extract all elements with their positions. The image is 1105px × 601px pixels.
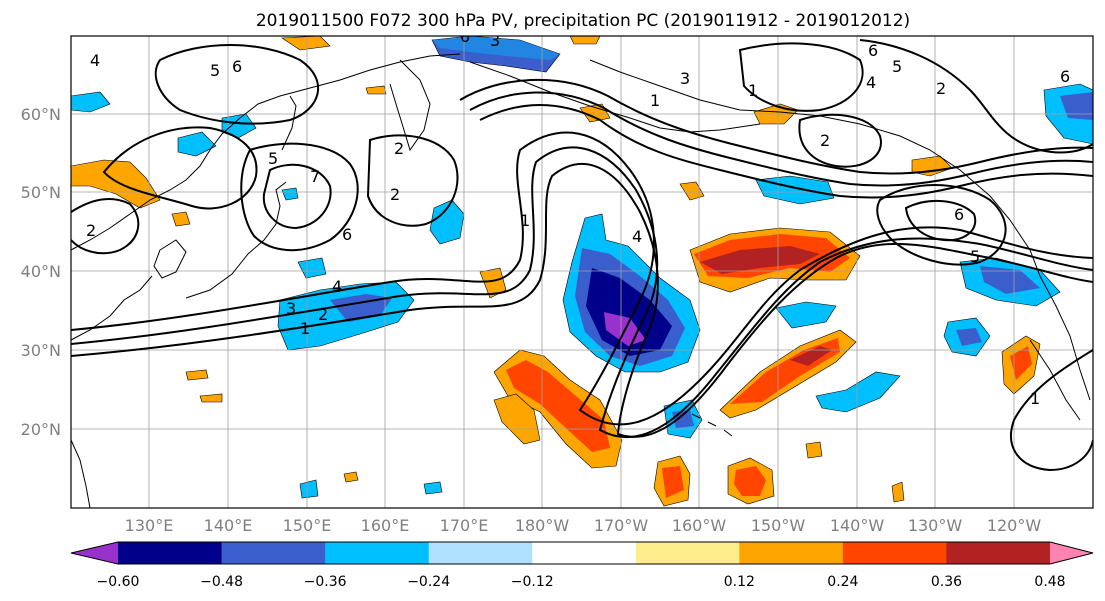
contour-label: 6: [460, 27, 470, 46]
contour-label: 4: [866, 73, 876, 92]
colorbar-cell: [221, 542, 326, 564]
contour-label: 2: [318, 305, 328, 324]
colorbar-tick-label: 0.24: [827, 574, 858, 590]
lon-label: 130°W: [908, 516, 963, 535]
contour-label: 6: [232, 57, 242, 76]
colorbar-tick-label: −0.48: [200, 574, 243, 590]
japan: [185, 181, 287, 299]
colorbar-outline: [70, 541, 1094, 565]
map-area: 3 5 6 4 7 2 6 1 3 4 2 1 6 4 2 1 4 5 3 6 …: [71, 27, 1093, 508]
colorbar-cell: [946, 542, 1051, 564]
hawaii: [691, 413, 733, 437]
contour-label: 7: [310, 167, 320, 186]
lon-label: 150°W: [751, 516, 806, 535]
contour-label: 5: [268, 149, 278, 168]
korea: [153, 239, 187, 279]
colorbar-ticks: −0.60 −0.48 −0.36 −0.24 −0.12 0.12 0.24 0.36 0.4…: [97, 574, 1066, 590]
contour-label: 1: [1030, 389, 1040, 408]
lat-label: 50°N: [21, 183, 61, 202]
contour-label: 2: [394, 139, 404, 158]
colorbar-cell: [739, 542, 844, 564]
colorbar-cells: [71, 542, 1093, 564]
coastlines: [71, 53, 1091, 508]
contour-label: 6: [1060, 67, 1070, 86]
colorbar-cell: [635, 542, 740, 564]
contour-label: 2: [86, 221, 96, 240]
colorbar-tick-label: −0.36: [304, 574, 347, 590]
contour-labels: 3 5 6 4 7 2 6 1 3 4 2 1 6 4 2 1 4 5 3 6 …: [86, 27, 1070, 408]
colorbar-extend-high: [1050, 542, 1093, 564]
contour-label: 3: [680, 69, 690, 88]
asia-coast: [71, 53, 461, 251]
pv-contours: [71, 39, 1093, 472]
lon-label: 160°E: [361, 516, 410, 535]
lat-label: 40°N: [21, 262, 61, 281]
colorbar-tick-label: 0.36: [931, 574, 962, 590]
map-frame: [70, 35, 1094, 509]
colorbar-tick-label: 0.48: [1034, 574, 1065, 590]
colorbar-cell: [118, 542, 223, 564]
lat-label: 60°N: [21, 105, 61, 124]
contour-label: 6: [954, 205, 964, 224]
colorbar: −0.60 −0.48 −0.36 −0.24 −0.12 0.12 0.24 0.36 0.4…: [70, 541, 1094, 590]
baja: [1029, 339, 1081, 421]
contour-label: 4: [90, 51, 100, 70]
contour-label: 1: [520, 211, 530, 230]
contour-label: 6: [342, 225, 352, 244]
lat-label: 30°N: [21, 341, 61, 360]
contour-label: 3: [286, 299, 296, 318]
contour-label: 1: [748, 81, 758, 100]
lon-label: 140°W: [830, 516, 885, 535]
lon-label: 150°E: [283, 516, 332, 535]
lon-labels: 130°E 140°E 150°E 160°E 170°E 180°W 170°…: [125, 516, 1042, 535]
contour-label: 5: [970, 247, 980, 266]
figure-title: 2019011500 F072 300 hPa PV, precipitatio…: [256, 11, 910, 31]
lon-label: 170°W: [594, 516, 649, 535]
colorbar-tick-label: −0.60: [97, 574, 140, 590]
china-coast: [71, 275, 153, 341]
colorbar-cell: [428, 542, 533, 564]
lat-labels: 60°N 50°N 40°N 30°N 20°N: [21, 105, 61, 439]
contour-label: 2: [820, 131, 830, 150]
contour-label: 4: [632, 227, 642, 246]
lon-label: 130°E: [125, 516, 174, 535]
contour-label: 5: [892, 57, 902, 76]
contour-label: 1: [650, 91, 660, 110]
lon-label: 180°W: [515, 516, 570, 535]
philippines: [71, 439, 91, 508]
colorbar-tick-label: −0.12: [511, 574, 554, 590]
contour-label: 2: [390, 185, 400, 204]
contour-label: 3: [490, 31, 500, 50]
kamchatka: [389, 59, 431, 152]
contour-label: 2: [936, 79, 946, 98]
colorbar-tick-label: −0.24: [407, 574, 450, 590]
colorbar-cell: [532, 542, 637, 564]
lon-label: 120°W: [987, 516, 1042, 535]
contour-label: 1: [300, 319, 310, 338]
colorbar-cell: [842, 542, 947, 564]
lat-label: 20°N: [21, 420, 61, 439]
lon-label: 170°E: [440, 516, 489, 535]
lon-label: 140°E: [204, 516, 253, 535]
lon-label: 160°W: [672, 516, 727, 535]
contour-label: 5: [210, 61, 220, 80]
colorbar-extend-low: [71, 542, 118, 564]
sakhalin: [281, 95, 297, 151]
colorbar-tick-label: 0.12: [724, 574, 755, 590]
colorbar-cell: [325, 542, 430, 564]
precip-shading: [71, 36, 1093, 507]
contour-label: 4: [332, 277, 342, 296]
alaska-coast: [589, 59, 1091, 401]
contour-label: 6: [868, 41, 878, 60]
